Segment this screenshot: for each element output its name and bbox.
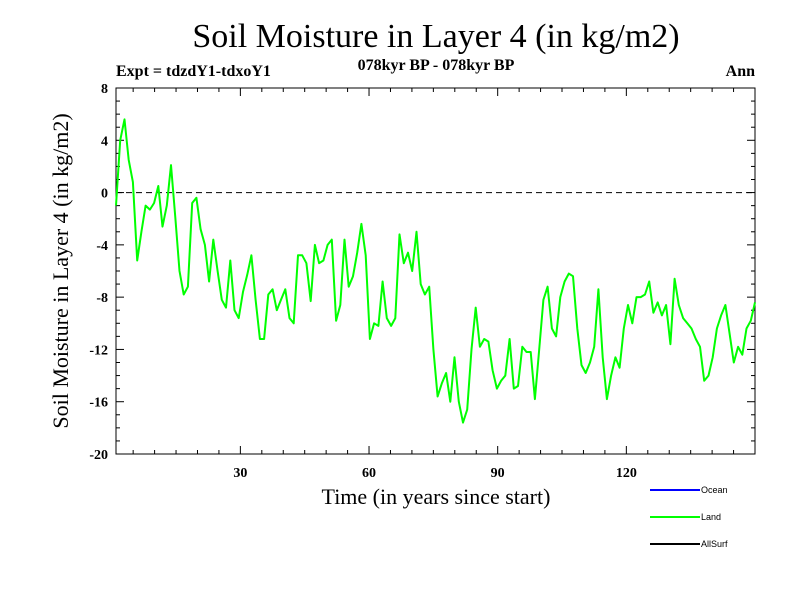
x-axis-label: Time (in years since start) bbox=[322, 484, 551, 509]
plot-frame bbox=[115, 87, 756, 455]
y-tick-label: -20 bbox=[89, 448, 108, 463]
y-axis-label: Soil Moisture in Layer 4 (in kg/m2) bbox=[48, 113, 73, 428]
legend-label-ocean: Ocean bbox=[701, 485, 728, 495]
y-tick-label: 8 bbox=[101, 82, 108, 97]
x-tick-label: 120 bbox=[616, 466, 637, 481]
plot-area: 8 4 0 -4 -8 -12 -16 -20 30 60 90 120 bbox=[89, 82, 756, 481]
x-tick-label: 30 bbox=[233, 466, 247, 481]
season-label: Ann bbox=[726, 63, 755, 80]
x-tick-label: 90 bbox=[491, 466, 505, 481]
experiment-label: Expt = tdzdY1-tdxoY1 bbox=[116, 63, 271, 80]
chart-subtitle: 078kyr BP - 078kyr BP bbox=[358, 57, 515, 74]
y-tick-label: 0 bbox=[101, 187, 108, 202]
y-tick-label: -16 bbox=[89, 396, 108, 411]
chart-title: Soil Moisture in Layer 4 (in kg/m2) bbox=[192, 18, 679, 55]
y-tick-label: -12 bbox=[89, 343, 108, 358]
legend: Ocean Land AllSurf bbox=[650, 485, 728, 549]
series-line-land bbox=[115, 118, 756, 424]
y-tick-label: -8 bbox=[96, 291, 108, 306]
legend-label-allsurf: AllSurf bbox=[701, 539, 728, 549]
y-tick-label: -4 bbox=[96, 239, 108, 254]
y-tick-label: 4 bbox=[101, 134, 108, 149]
legend-label-land: Land bbox=[701, 512, 721, 522]
x-tick-label: 60 bbox=[362, 466, 376, 481]
